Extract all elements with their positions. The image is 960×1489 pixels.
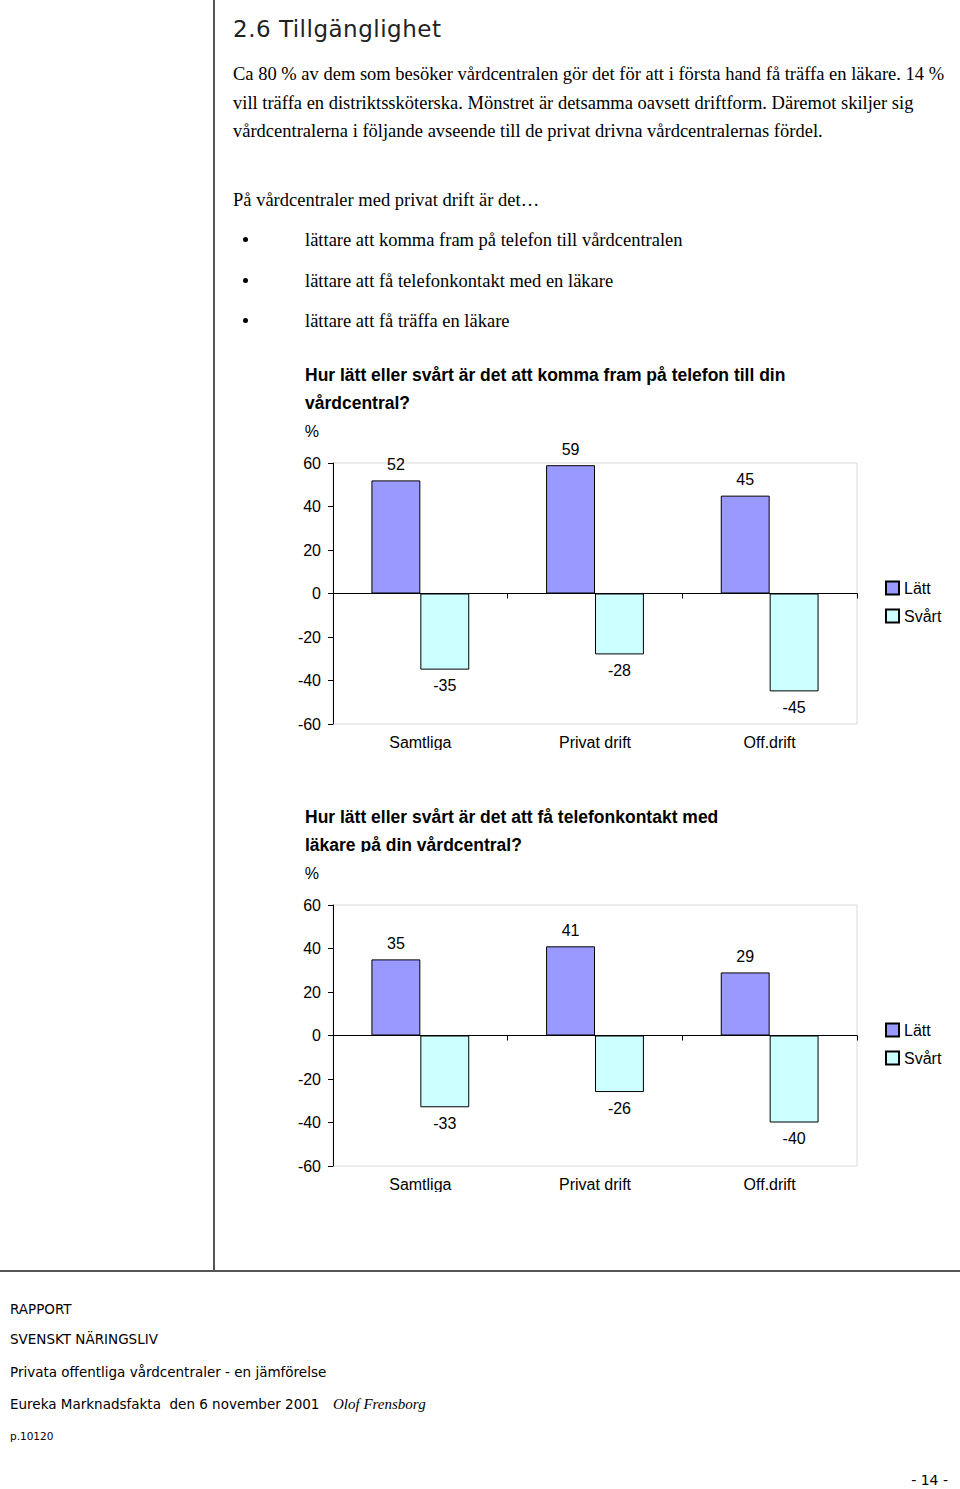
- svg-text:-28: -28: [608, 662, 631, 679]
- html-text:Eureka Marknadsfakta den 6 nov: Eureka Marknadsfakta den 6 november 2001: [10, 1396, 320, 1412]
- svg-text:60: 60: [303, 455, 321, 472]
- html-text:Privata offentliga vårdcentral: Privata offentliga vårdcentraler - en jä…: [10, 1364, 327, 1380]
- svg-text:59: 59: [562, 441, 580, 458]
- svg-text:-45: -45: [783, 699, 806, 716]
- svg-text:Privat drift: Privat drift: [559, 1176, 632, 1193]
- svg-text:Svårt: Svårt: [904, 1050, 942, 1067]
- svg-text:40: 40: [303, 498, 321, 515]
- svg-text:60: 60: [303, 897, 321, 914]
- svg-text:Off.drift: Off.drift: [744, 1176, 797, 1193]
- svg-text:-60: -60: [298, 1158, 321, 1175]
- svg-text:41: 41: [562, 922, 580, 939]
- svg-text:20: 20: [303, 984, 321, 1001]
- svg-text:Samtliga: Samtliga: [389, 734, 451, 751]
- html-text:lättare att få träffa en läkar: lättare att få träffa en läkare: [305, 311, 510, 331]
- html-text:Ca 80 % av dem som besöker vår: Ca 80 % av dem som besöker vårdcentralen…: [233, 64, 945, 141]
- svg-text:20: 20: [303, 542, 321, 559]
- svg-text:%: %: [305, 423, 319, 440]
- html-text:lättare att komma fram på tele: lättare att komma fram på telefon till v…: [305, 230, 683, 250]
- svg-text:%: %: [305, 865, 319, 882]
- html-text:2.6 Tillgänglighet: 2.6 Tillgänglighet: [233, 16, 442, 42]
- html-text:lättare att få telefonkontakt: lättare att få telefonkontakt med en läk…: [305, 270, 614, 291]
- svg-text:Off.drift: Off.drift: [744, 734, 797, 751]
- svg-text:-40: -40: [298, 672, 321, 689]
- svg-text:-40: -40: [783, 1130, 806, 1147]
- svg-text:-60: -60: [298, 716, 321, 733]
- svg-text:0: 0: [312, 585, 321, 602]
- svg-text:Privat drift: Privat drift: [559, 734, 632, 751]
- svg-text:Svårt: Svårt: [904, 608, 942, 625]
- svg-text:0: 0: [312, 1027, 321, 1044]
- html-text:Hur lätt eller svårt är det at: Hur lätt eller svårt är det att få telef…: [305, 807, 719, 855]
- svg-text:Samtliga: Samtliga: [389, 1176, 451, 1193]
- svg-text:Lätt: Lätt: [904, 580, 931, 597]
- svg-text:Lätt: Lätt: [904, 1022, 931, 1039]
- html-text:Olof Frensborg: Olof Frensborg: [333, 1396, 426, 1412]
- svg-text:-20: -20: [298, 629, 321, 646]
- html-text:RAPPORT: RAPPORT: [10, 1301, 72, 1317]
- svg-text:45: 45: [736, 471, 754, 488]
- svg-text:-26: -26: [608, 1100, 631, 1117]
- html-text:p.10120: p.10120: [10, 1430, 54, 1442]
- html-text:- 14 -: - 14 -: [911, 1472, 948, 1488]
- svg-text:40: 40: [303, 940, 321, 957]
- svg-text:35: 35: [387, 935, 405, 952]
- svg-text:29: 29: [736, 948, 754, 965]
- svg-text:52: 52: [387, 456, 405, 473]
- svg-text:-20: -20: [298, 1071, 321, 1088]
- svg-text:-33: -33: [433, 1115, 456, 1132]
- svg-text:-35: -35: [433, 677, 456, 694]
- html-text:Hur lätt eller svårt är det at: Hur lätt eller svårt är det att komma fr…: [305, 365, 786, 413]
- html-text:SVENSKT NÄRINGSLIV: SVENSKT NÄRINGSLIV: [10, 1331, 158, 1347]
- html-text:På vårdcentraler med privat dr: På vårdcentraler med privat drift är det…: [233, 190, 540, 210]
- svg-text:-40: -40: [298, 1114, 321, 1131]
